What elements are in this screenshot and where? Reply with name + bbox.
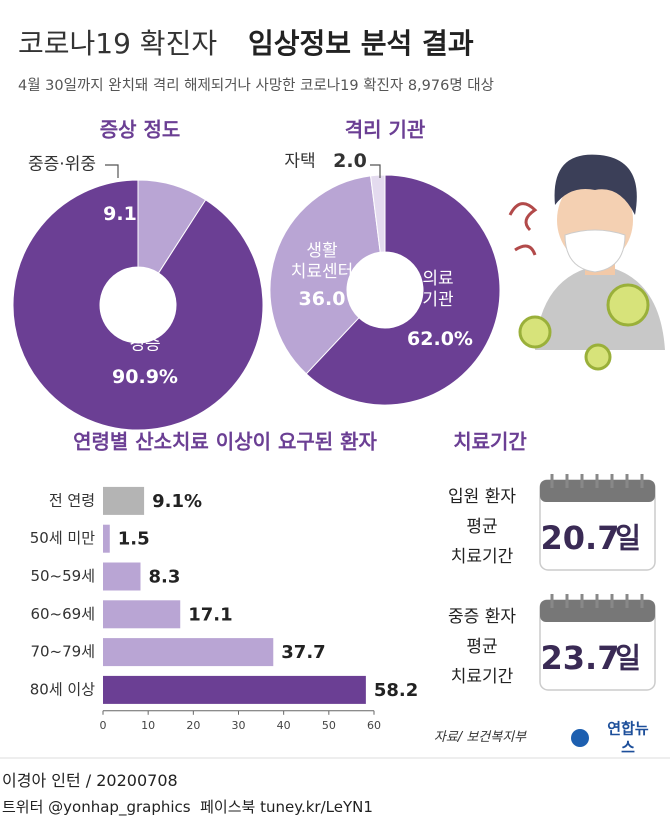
logo-mark [571, 729, 589, 747]
footer-credit: 이경아 인턴 / 20200708 [2, 771, 178, 790]
category-label: 60~69세 [30, 605, 95, 623]
value-label: 17.1 [188, 604, 232, 625]
category-label: 전 연령 [49, 491, 95, 509]
subtitle: 4월 30일까지 완치돼 격리 해제되거나 사망한 코로나19 확진자 8,97… [18, 78, 494, 94]
pie-title: 증상 정도 [99, 117, 181, 142]
x-tick-label: 30 [232, 719, 246, 732]
pie-slice [269, 175, 381, 375]
pie-slice [305, 174, 501, 406]
value-label: 9.1% [152, 491, 202, 512]
slice-label: 생활 치료센터 [290, 240, 354, 282]
x-tick-label: 10 [141, 719, 155, 732]
x-tick-label: 20 [186, 719, 200, 732]
bar [103, 675, 366, 704]
slice-value: 62.0% [407, 328, 473, 351]
slice-label: 중증·위중 [28, 154, 96, 175]
x-tick-label: 40 [277, 719, 291, 732]
card-unit: 일 [615, 641, 641, 675]
slice-value: 36.0 [298, 288, 346, 311]
illustration [508, 154, 665, 371]
value-label: 58.2 [374, 680, 418, 701]
logo: 연합뉴스 [607, 719, 649, 756]
x-tick-label: 50 [322, 719, 336, 732]
category-label: 80세 이상 [30, 680, 95, 698]
title-bold: 임상정보 분석 결과 [248, 27, 474, 60]
bar [103, 638, 274, 667]
category-label: 50~59세 [30, 567, 95, 585]
pie-slice [370, 174, 386, 253]
pie-title: 격리 기관 [344, 117, 426, 142]
x-tick-label: 0 [100, 719, 107, 732]
card-label: 입원 환자 평균 치료기간 [448, 487, 516, 567]
bar [103, 600, 181, 629]
card-value: 23.7 [540, 639, 620, 677]
treatment-title: 치료기간 [453, 429, 527, 454]
value-label: 1.5 [118, 529, 150, 550]
category-label: 50세 미만 [30, 529, 95, 547]
bar-title: 연령별 산소치료 이상이 요구된 환자 [73, 429, 377, 454]
bar [103, 562, 141, 591]
slice-value: 2.0 [333, 150, 367, 173]
value-label: 37.7 [281, 642, 325, 663]
card-value: 20.7 [540, 519, 620, 557]
source: 자료/ 보건복지부 [433, 729, 527, 745]
category-label: 70~79세 [30, 643, 95, 661]
footer-social: 트위터 @yonhap_graphics 페이스북 tuney.kr/LeYN1 [2, 798, 373, 816]
leader-line [370, 164, 381, 178]
slice-value: 9.1 [103, 203, 137, 226]
pie-slice [12, 179, 264, 431]
slice-label: 자택 [284, 151, 316, 172]
bar [103, 486, 145, 515]
card-label: 중증 환자 평균 치료기간 [448, 607, 516, 687]
x-tick-label: 60 [367, 719, 381, 732]
title-light: 코로나19 확진자 [18, 27, 218, 60]
slice-label: 경증 [129, 334, 161, 355]
bar [103, 524, 110, 553]
slice-label: 의료 기관 [422, 268, 454, 310]
slice-value: 90.9% [112, 366, 178, 389]
leader-line [105, 164, 119, 178]
value-label: 8.3 [148, 567, 180, 588]
card-unit: 일 [615, 521, 641, 555]
